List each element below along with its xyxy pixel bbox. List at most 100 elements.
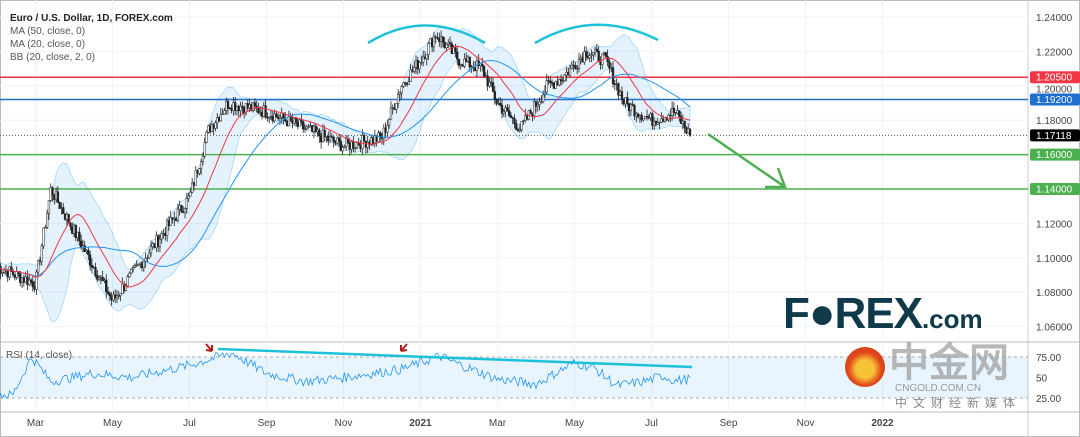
candle [244, 103, 248, 114]
chart-title: Euro / U.S. Dollar, 1D, FOREX.com [10, 13, 173, 24]
candle [640, 114, 643, 121]
candle [516, 129, 520, 132]
candle [570, 64, 573, 69]
candle [490, 81, 493, 84]
x-tick-label: Jul [183, 418, 196, 429]
candle [388, 119, 391, 126]
candle [319, 135, 323, 143]
candle [636, 113, 640, 118]
rsi-label[interactable]: RSI (14, close) [6, 350, 73, 361]
candle [481, 63, 484, 67]
candle [520, 121, 523, 130]
candle [65, 213, 68, 220]
candle [153, 243, 156, 248]
candle [103, 279, 106, 282]
candle [269, 116, 273, 118]
candle [217, 117, 221, 122]
candle [590, 54, 593, 56]
candle [257, 107, 260, 114]
candle [565, 72, 568, 76]
indicator-ma20[interactable]: MA (20, close, 0) [10, 39, 86, 50]
candle [178, 205, 181, 210]
candle [78, 231, 81, 242]
candle [465, 58, 468, 62]
candle [337, 137, 341, 142]
candle [201, 155, 205, 163]
candle [76, 231, 79, 239]
candle [436, 37, 439, 39]
candle [239, 105, 242, 112]
indicator-bb[interactable]: BB (20, close, 2, 0) [10, 52, 96, 63]
candle [482, 65, 486, 77]
candle [3, 270, 6, 273]
ma50-line [0, 59, 691, 277]
candle [651, 113, 654, 126]
candle [638, 114, 642, 118]
candle [583, 51, 586, 63]
candle [479, 63, 482, 66]
candle [336, 137, 339, 144]
candle [15, 271, 18, 278]
candle [112, 294, 115, 301]
candle [58, 202, 61, 209]
y-tick-label: 1.24000 [1036, 13, 1073, 24]
candle [670, 107, 674, 117]
candle [534, 101, 538, 107]
candle [74, 224, 77, 239]
candle [554, 81, 557, 89]
head-arc-2 [534, 23, 659, 45]
candle [405, 82, 409, 85]
candle [253, 102, 257, 107]
candle [291, 119, 294, 124]
candle [314, 125, 317, 132]
candle [486, 75, 489, 87]
candle [187, 195, 190, 199]
candle [556, 81, 559, 86]
candle [687, 128, 690, 134]
candle [658, 121, 661, 124]
candle [647, 116, 650, 119]
candle [148, 252, 151, 259]
candle [654, 120, 658, 125]
rsi-divergence-line [217, 347, 693, 369]
candle [409, 69, 412, 82]
candle [416, 60, 419, 70]
level-badge-2 [1030, 148, 1080, 161]
candle [427, 43, 430, 55]
candle [251, 102, 255, 111]
candle [445, 43, 448, 48]
candle [139, 262, 142, 265]
candle [558, 79, 561, 86]
candle [230, 107, 233, 111]
candle [167, 220, 171, 227]
candle [439, 36, 443, 42]
x-tick-label: 2021 [409, 418, 432, 429]
candle [42, 227, 45, 247]
watermark-url: CNGOLD.COM.CN [895, 383, 982, 394]
candle [10, 266, 13, 272]
candle [613, 83, 616, 85]
candle [133, 265, 137, 268]
candle [296, 122, 299, 127]
candle [438, 37, 441, 42]
candle [285, 120, 289, 127]
candle [499, 102, 502, 106]
candle [355, 142, 359, 148]
candle [350, 141, 353, 150]
candle [642, 118, 645, 121]
candle [92, 266, 95, 269]
candle [302, 121, 305, 130]
candle [180, 205, 183, 212]
candle [29, 279, 33, 283]
candle [160, 233, 163, 240]
candle [232, 102, 235, 111]
candle [157, 235, 160, 247]
x-tick-label: May [565, 418, 584, 429]
candle [597, 50, 600, 62]
ma20-line [0, 45, 691, 288]
candle [223, 110, 226, 115]
candle [513, 118, 516, 124]
candle [502, 111, 505, 114]
indicator-ma50[interactable]: MA (50, close, 0) [10, 26, 86, 37]
candle [278, 116, 282, 119]
